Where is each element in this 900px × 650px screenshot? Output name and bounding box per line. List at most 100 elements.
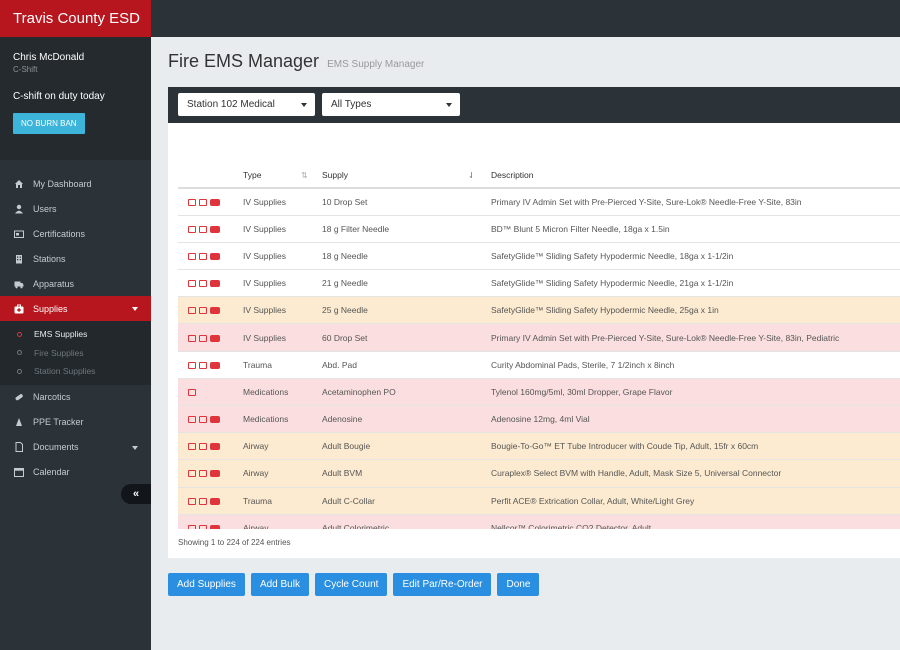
cycle-count-button[interactable]: Cycle Count <box>314 573 388 596</box>
sidebar-item-documents[interactable]: Documents <box>0 435 151 460</box>
share-icon[interactable] <box>199 307 207 315</box>
sidebar-item-ppe-tracker[interactable]: PPE Tracker <box>0 410 151 435</box>
truck-icon[interactable] <box>210 334 220 342</box>
share-icon[interactable] <box>199 525 207 529</box>
edit-icon[interactable] <box>188 280 196 288</box>
medkit-icon <box>14 304 24 313</box>
row-actions <box>178 187 243 216</box>
description-column-header[interactable]: Description <box>491 162 900 189</box>
supplies-subnav: EMS Supplies Fire Supplies Station Suppl… <box>0 321 151 385</box>
edit-icon[interactable] <box>188 361 196 369</box>
ppe-icon <box>16 418 22 426</box>
edit-icon[interactable] <box>188 198 196 206</box>
pills-icon <box>15 394 23 401</box>
share-icon[interactable] <box>199 497 207 505</box>
cell-description: Primary IV Admin Set with Pre-Pierced Y-… <box>491 323 900 352</box>
edit-icon[interactable] <box>188 497 196 505</box>
table-row: Medications Adenosine Adenosine 12mg, 4ml … <box>178 404 900 433</box>
supply-table: Type ⇅ Supply ⇃ Description IV Supplies 1… <box>178 162 900 529</box>
subnav-item-ems-supplies[interactable]: EMS Supplies <box>0 325 151 344</box>
truck-icon[interactable] <box>210 470 220 478</box>
share-icon[interactable] <box>199 225 207 233</box>
truck-icon[interactable] <box>210 525 220 529</box>
sidebar-item-label: PPE Tracker <box>33 417 84 427</box>
add-bulk-button[interactable]: Add Bulk <box>250 573 309 596</box>
cell-description: Primary IV Admin Set with Pre-Pierced Y-… <box>491 187 900 216</box>
truck-icon <box>14 281 24 288</box>
cell-type: Medications <box>243 377 322 406</box>
table-row: Airway Adult BVM Curaplex® Select BVM with… <box>178 459 900 488</box>
type-select[interactable]: All Types <box>322 93 460 116</box>
subnav-item-fire-supplies[interactable]: Fire Supplies <box>0 344 151 363</box>
share-icon[interactable] <box>199 252 207 260</box>
cell-supply: Abd. Pad <box>322 350 491 379</box>
share-icon[interactable] <box>199 198 207 206</box>
supply-table-panel: Type ⇅ Supply ⇃ Description IV Supplies 1… <box>168 123 900 558</box>
cell-supply: Adult Bougie <box>322 432 491 460</box>
sidebar-item-narcotics[interactable]: Narcotics <box>0 385 151 410</box>
edit-icon[interactable] <box>188 470 196 478</box>
station-select[interactable]: Station 102 Medical <box>178 93 315 116</box>
cell-supply: Adult C-Collar <box>322 486 491 515</box>
cell-description: Bougie-To-Go™ ET Tube Introducer with Co… <box>491 432 900 460</box>
sidebar-item-dashboard[interactable]: My Dashboard <box>0 171 151 196</box>
sidebar-item-label: Supplies <box>33 303 68 314</box>
edit-icon[interactable] <box>188 225 196 233</box>
burn-ban-badge[interactable]: NO BURN BAN <box>13 113 85 134</box>
cell-supply: 21 g Needle <box>322 269 491 297</box>
brand-title[interactable]: Travis County ESD 1 <box>0 0 151 64</box>
page-title-text: Fire EMS Manager <box>168 51 320 71</box>
edit-icon[interactable] <box>188 416 196 424</box>
cell-type: Airway <box>243 513 322 529</box>
add-supplies-button[interactable]: Add Supplies <box>168 573 245 596</box>
sidebar-item-supplies[interactable]: Supplies <box>0 296 151 321</box>
sidebar-item-certifications[interactable]: Certifications <box>0 221 151 246</box>
edit-icon[interactable] <box>188 388 196 396</box>
subnav-item-station-supplies[interactable]: Station Supplies <box>0 362 151 381</box>
truck-icon[interactable] <box>210 307 220 315</box>
sidebar-collapse-button[interactable]: « <box>121 484 151 504</box>
sidebar-item-stations[interactable]: Stations <box>0 246 151 271</box>
cell-type: IV Supplies <box>243 187 322 216</box>
truck-icon[interactable] <box>210 497 220 505</box>
edit-par-reorder-button[interactable]: Edit Par/Re-Order <box>393 573 492 596</box>
sidebar-item-apparatus[interactable]: Apparatus <box>0 271 151 296</box>
share-icon[interactable] <box>199 470 207 478</box>
sidebar-item-label: Users <box>33 203 57 214</box>
table-row: IV Supplies 18 g Filter Needle BD™ Blunt 5… <box>178 214 900 243</box>
done-button[interactable]: Done <box>497 573 540 596</box>
share-icon[interactable] <box>199 361 207 369</box>
supply-column-header[interactable]: Supply ⇃ <box>322 162 491 189</box>
edit-icon[interactable] <box>188 525 196 529</box>
edit-icon[interactable] <box>188 334 196 342</box>
share-icon[interactable] <box>199 334 207 342</box>
truck-icon[interactable] <box>210 443 220 451</box>
truck-icon[interactable] <box>210 361 220 369</box>
supply-table-scroll[interactable]: Type ⇅ Supply ⇃ Description IV Supplies 1… <box>178 162 900 529</box>
edit-icon[interactable] <box>188 443 196 451</box>
user-name[interactable]: Chris McDonald <box>13 52 85 63</box>
edit-icon[interactable] <box>188 307 196 315</box>
sort-ascending-icon: ⇃ <box>468 171 475 180</box>
table-row: IV Supplies 10 Drop Set Primary IV Admin S… <box>178 187 900 216</box>
type-column-header[interactable]: Type ⇅ <box>243 162 322 189</box>
sidebar-item-users[interactable]: Users <box>0 196 151 221</box>
table-row: IV Supplies 25 g Needle SafetyGlide™ Slidi… <box>178 296 900 324</box>
sidebar-item-label: Apparatus <box>33 278 75 289</box>
truck-icon[interactable] <box>210 225 220 233</box>
truck-icon[interactable] <box>210 198 220 206</box>
share-icon[interactable] <box>199 416 207 424</box>
truck-icon[interactable] <box>210 252 220 260</box>
station-select-value: Station 102 Medical <box>187 99 275 110</box>
truck-icon[interactable] <box>210 416 220 424</box>
share-icon[interactable] <box>199 443 207 451</box>
edit-icon[interactable] <box>188 252 196 260</box>
sidebar-item-calendar[interactable]: Calendar <box>0 460 151 485</box>
document-icon <box>15 442 23 452</box>
truck-icon[interactable] <box>210 280 220 288</box>
sidebar-item-label: Stations <box>33 253 66 264</box>
share-icon[interactable] <box>199 280 207 288</box>
sidebar-nav: My Dashboard Users Certifications Statio… <box>0 171 151 321</box>
supply-header-label: Supply <box>322 169 348 180</box>
filter-bar: Station 102 Medical All Types <box>168 87 900 123</box>
